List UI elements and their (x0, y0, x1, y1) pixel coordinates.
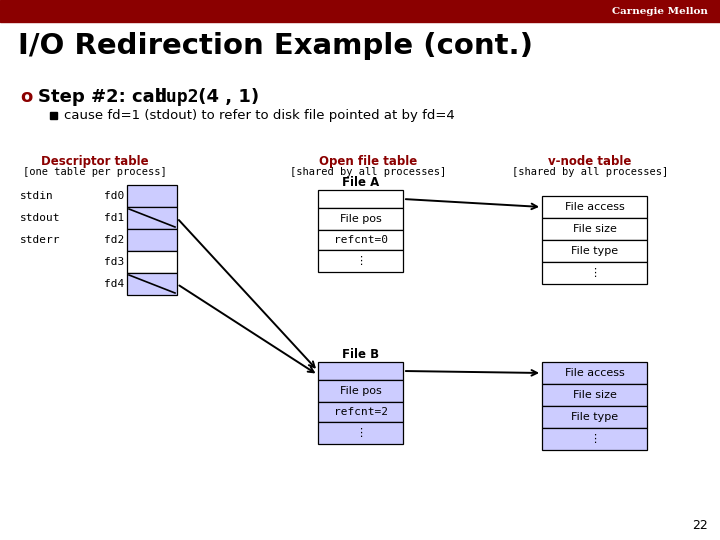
Text: File access: File access (564, 202, 624, 212)
Text: File access: File access (564, 368, 624, 378)
Bar (318, 190, 403, 208)
Text: v-node table: v-node table (549, 155, 631, 168)
Text: File size: File size (572, 390, 616, 400)
Text: [shared by all processes]: [shared by all processes] (512, 167, 668, 177)
Bar (542, 384, 647, 406)
Text: File type: File type (571, 412, 618, 422)
Bar (542, 428, 647, 450)
Text: refcnt=2: refcnt=2 (333, 407, 387, 417)
Text: stdout: stdout (20, 213, 60, 223)
Text: ⋮: ⋮ (355, 256, 366, 266)
Text: o: o (20, 88, 32, 106)
Text: [one table per process]: [one table per process] (23, 167, 167, 177)
Bar (542, 406, 647, 428)
Text: (4 , 1): (4 , 1) (192, 88, 259, 106)
Text: ⋮: ⋮ (589, 268, 600, 278)
Text: fd4: fd4 (104, 279, 124, 289)
Text: 22: 22 (692, 519, 708, 532)
Text: File B: File B (342, 348, 379, 361)
Text: ⋮: ⋮ (355, 428, 366, 438)
Text: File type: File type (571, 246, 618, 256)
Text: cause fd=1 (stdout) to refer to disk file pointed at by fd=4: cause fd=1 (stdout) to refer to disk fil… (64, 109, 455, 122)
Text: fd1: fd1 (104, 213, 124, 223)
Text: File size: File size (572, 224, 616, 234)
Text: File A: File A (342, 176, 379, 189)
Text: refcnt=0: refcnt=0 (333, 235, 387, 245)
Text: File pos: File pos (340, 214, 382, 224)
Text: ⋮: ⋮ (589, 434, 600, 444)
Text: Carnegie Mellon: Carnegie Mellon (612, 6, 708, 16)
Text: Step #2: call: Step #2: call (38, 88, 173, 106)
Text: stderr: stderr (20, 235, 60, 245)
Bar (318, 250, 403, 272)
Text: [shared by all processes]: [shared by all processes] (290, 167, 446, 177)
Bar (318, 208, 403, 230)
Text: dup2: dup2 (155, 88, 199, 106)
Bar (542, 362, 647, 384)
Bar (542, 196, 647, 218)
Text: Descriptor table: Descriptor table (41, 155, 149, 168)
Text: I/O Redirection Example (cont.): I/O Redirection Example (cont.) (18, 32, 533, 60)
Bar (542, 218, 647, 240)
Bar (318, 422, 403, 444)
Bar (318, 230, 403, 250)
Bar (127, 207, 177, 229)
Bar (127, 185, 177, 207)
Bar (50, 112, 57, 119)
Bar (318, 380, 403, 402)
Text: fd3: fd3 (104, 257, 124, 267)
Bar (127, 229, 177, 251)
Text: stdin: stdin (20, 191, 54, 201)
Bar (318, 402, 403, 422)
Bar (0, 0, 720, 22)
Text: File pos: File pos (340, 386, 382, 396)
Text: fd0: fd0 (104, 191, 124, 201)
Bar (318, 362, 403, 380)
Bar (542, 262, 647, 284)
Bar (542, 240, 647, 262)
Text: fd2: fd2 (104, 235, 124, 245)
Bar (127, 251, 177, 273)
Text: Open file table: Open file table (319, 155, 417, 168)
Bar (127, 273, 177, 295)
